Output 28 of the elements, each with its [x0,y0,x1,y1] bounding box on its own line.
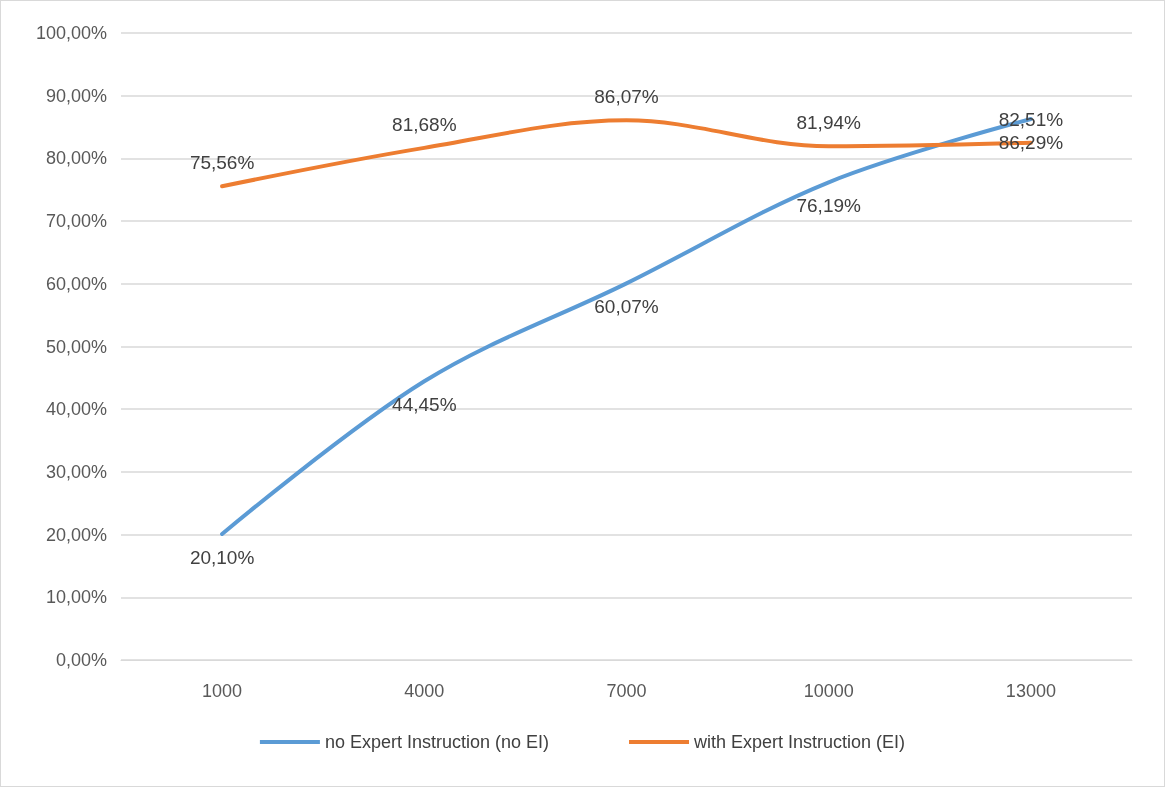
x-tick-label: 13000 [1005,681,1056,701]
data-label: 60,07% [594,296,659,318]
y-tick-label: 40,00% [45,399,107,420]
data-label: 86,07% [594,86,659,108]
y-tick-label: 30,00% [45,461,107,482]
data-label: 82,51% [998,108,1064,130]
y-tick-label: 0,00% [55,650,107,670]
y-tick-label: 100,00% [35,23,107,43]
x-tick-label: 4000 [404,681,445,701]
y-tick-label: 10,00% [45,587,107,608]
data-label: 44,45% [392,394,457,416]
x-tick-label: 7000 [606,681,647,701]
data-label: 75,56% [189,152,255,174]
legend-label: no Expert Instruction (no EI) [324,732,550,752]
data-label: 76,19% [796,195,862,217]
y-tick-label: 60,00% [45,273,107,294]
y-tick-label: 80,00% [45,148,107,169]
y-tick-label: 90,00% [45,85,107,106]
legend-label: with Expert Instruction (EI) [693,732,906,752]
x-tick-label: 1000 [202,681,243,701]
data-label: 20,10% [189,546,255,568]
data-label: 81,94% [796,112,862,134]
data-label: 86,29% [998,131,1064,153]
x-tick-label: 10000 [803,681,854,701]
data-label: 81,68% [392,113,457,135]
y-tick-label: 70,00% [45,211,107,232]
y-tick-label: 50,00% [45,336,107,357]
y-tick-label: 20,00% [45,524,107,545]
